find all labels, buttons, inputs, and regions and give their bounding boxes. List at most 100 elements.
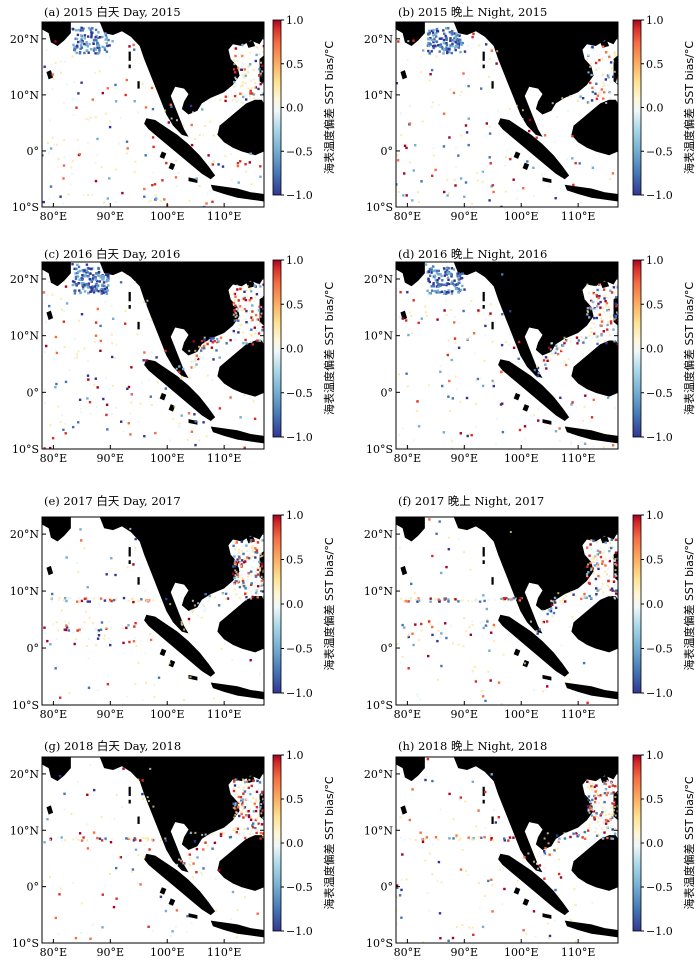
sst-point [144,106,148,109]
sst-point [445,268,449,271]
sst-point [467,117,470,120]
sst-point [239,561,242,564]
sst-point [485,122,488,125]
sst-point [421,840,425,844]
sst-point [241,331,244,334]
sst-point [426,289,429,292]
sst-point [448,379,451,383]
sst-point [452,268,456,271]
sst-point [169,935,172,937]
sst-point [243,290,246,293]
sst-point [598,308,601,311]
sst-point [247,322,250,324]
sst-point [543,837,546,840]
sst-point [96,279,99,283]
sst-point [169,103,172,106]
sst-point [608,55,611,59]
sst-point [244,592,247,595]
sst-point [234,559,237,562]
sst-point [130,366,133,369]
sst-point [432,269,435,273]
sst-point [431,625,434,629]
sst-point [233,298,236,301]
sst-point [242,72,245,75]
sst-point [478,309,481,312]
sst-point [417,599,421,603]
sst-point [235,541,238,544]
sst-point [73,292,77,295]
sst-point [262,801,264,804]
sst-point [471,35,474,39]
sst-point [403,144,407,147]
sst-point [494,821,497,824]
sst-point [598,294,601,298]
sst-point [502,599,505,602]
sst-point [248,778,251,781]
sst-point [144,652,147,655]
sst-point [465,869,467,872]
x-tick-label: 80°E [394,946,422,959]
sst-point [103,599,107,602]
sst-point [448,536,450,539]
sst-point [427,41,430,45]
sst-point [202,867,205,870]
sst-point [462,309,465,313]
sst-point [599,550,602,554]
sst-point [159,839,162,842]
sst-point [486,620,489,623]
sst-point [90,31,93,34]
sst-point [396,886,399,889]
sst-point [241,578,244,581]
sst-point [558,427,561,430]
sst-point [150,86,154,90]
sst-point [431,633,434,637]
sst-point [605,305,608,308]
sst-point [496,50,499,53]
colorbar-tick-label: 0.5 [646,554,664,567]
sst-point [591,82,594,85]
sst-point [109,643,112,647]
sst-point [238,305,242,308]
sst-point [201,833,204,836]
sst-point [446,178,449,181]
sst-point [249,556,252,559]
sst-point [245,321,248,324]
sst-point [526,160,529,163]
sst-point [217,163,220,166]
sst-point [541,124,544,127]
sst-point [89,28,92,31]
sst-point [262,44,264,48]
sst-point [588,811,591,814]
sst-point [403,839,406,841]
sst-point [408,311,411,314]
sst-point [576,342,579,345]
sst-point [445,42,448,45]
sst-point [236,284,239,287]
sst-point [443,274,446,277]
sst-point [134,838,137,841]
sst-point [245,318,248,320]
colorbar-tick-label: 1.0 [286,14,304,27]
sst-point [76,600,79,603]
sst-point [173,864,176,867]
sst-point [586,283,589,286]
sst-point [588,834,591,837]
sst-point [47,151,50,154]
sst-point [243,307,247,311]
sst-point [550,353,553,355]
sst-point [454,598,457,601]
sst-point [47,141,49,144]
sst-point [239,53,242,56]
sst-point [427,32,430,35]
sst-point [60,71,62,74]
sst-point [197,357,200,361]
sst-point [89,412,92,415]
y-tick-label: 0° [27,386,40,399]
sst-point [486,618,489,620]
sst-point [130,401,133,404]
sst-point [81,278,84,281]
x-tick-label: 100°E [504,708,539,721]
sst-point [614,785,617,788]
sst-point [250,320,253,323]
